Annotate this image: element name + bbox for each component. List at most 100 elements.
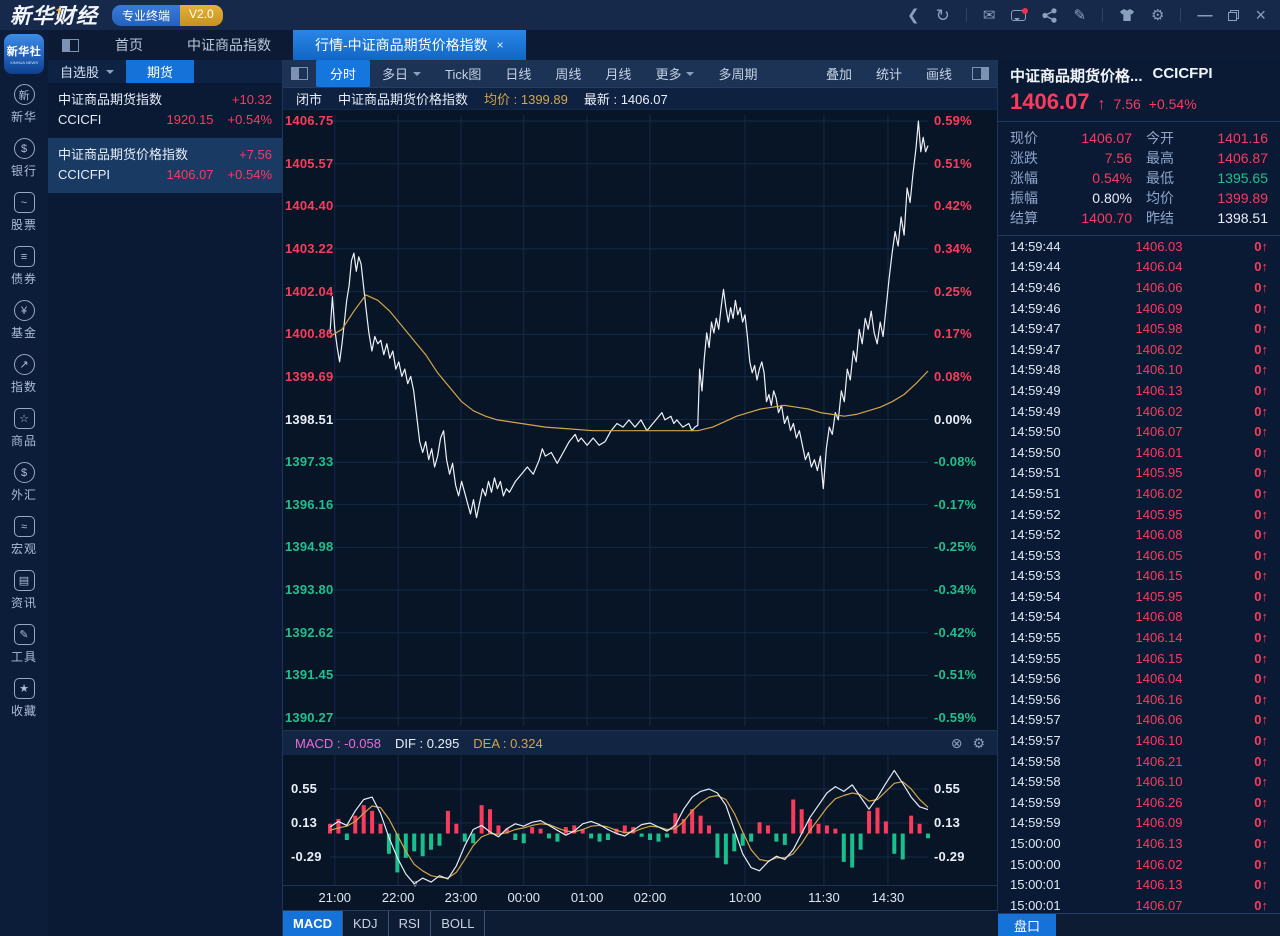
macd-pane[interactable]: 0.55 0.55 0.13 0.13 -0.29 -0.29: [283, 755, 998, 885]
sidebar-item-银行[interactable]: $ 银行: [0, 138, 48, 179]
sidebar-item-资讯[interactable]: ▤ 资讯: [0, 570, 48, 611]
watchlist-group-dropdown[interactable]: 自选股: [48, 60, 126, 83]
collapse-left-panel-icon[interactable]: [283, 67, 316, 80]
tick-row: 14:59:46 1406.06 0↑: [998, 277, 1280, 298]
collapse-right-panel-icon[interactable]: [964, 67, 997, 80]
session-break-marker: ▽: [411, 879, 418, 888]
sidebar-item-债券[interactable]: ≡ 债券: [0, 246, 48, 287]
indicator-settings-icon[interactable]: ⚙: [972, 734, 985, 751]
change-pct: +0.54%: [227, 167, 272, 182]
theme-skin-icon[interactable]: [1119, 8, 1135, 22]
sidebar-item-商品[interactable]: ☆ 商品: [0, 408, 48, 449]
sidebar-item-宏观[interactable]: ≈ 宏观: [0, 516, 48, 557]
document-tab-bar: 首页 中证商品指数 行情-中证商品期货价格指数 ×: [48, 30, 1280, 60]
close-icon[interactable]: ×: [1255, 5, 1266, 25]
tick-price: 1405.95: [1135, 465, 1183, 481]
dea-value: DEA : 0.324: [473, 735, 543, 751]
version-badge: V2.0: [180, 4, 223, 26]
sidebar-item-基金[interactable]: ¥ 基金: [0, 300, 48, 341]
quote-change-pct: +0.54%: [1148, 96, 1197, 112]
depth-button[interactable]: 盘口: [998, 914, 1056, 936]
sidebar-item-工具[interactable]: ✎ 工具: [0, 624, 48, 665]
chat-icon[interactable]: [1011, 7, 1029, 21]
tick-row: 14:59:55 1406.15 0↑: [998, 648, 1280, 669]
tab-中证商品指数[interactable]: 中证商品指数: [165, 30, 293, 60]
chevron-down-icon: [686, 71, 695, 80]
sidebar-item-股票[interactable]: ~ 股票: [0, 192, 48, 233]
time-sales-list[interactable]: 14:59:44 1406.03 0↑ 14:59:44 1406.04 0↑ 14:59:…: [998, 236, 1280, 916]
sidebar-items: 新新华 $ 银行 ~ 股票 ≡ 债券 ¥ 基金 ↗ 指数 ☆ 商品 $ 外汇 ≈ 宏观 ▤ 资讯 ✎ 工具 ★ 收藏: [0, 84, 48, 719]
tick-row: 14:59:55 1406.14 0↑: [998, 627, 1280, 648]
sidebar-item-新华[interactable]: 新新华: [0, 84, 48, 125]
period-tab-周线[interactable]: 周线: [555, 67, 582, 82]
tick-price: 1406.15: [1135, 568, 1183, 584]
period-tab-多日[interactable]: 多日: [370, 60, 433, 87]
title-bar: 新华财经 ⚡ 专业终端 V2.0 ❮ ↻ ✉ ✎ ⚙ — ×: [0, 0, 1280, 30]
tick-volume: 0↑: [1254, 588, 1268, 604]
toolbar-action-画线[interactable]: 画线: [925, 67, 952, 82]
period-tab-更多[interactable]: 更多: [643, 60, 706, 87]
sidebar-item-外汇[interactable]: $ 外汇: [0, 462, 48, 503]
refresh-icon[interactable]: ↻: [935, 5, 950, 25]
toolbar-action-叠加[interactable]: 叠加: [825, 67, 852, 82]
toolbar-actions: 叠加 统计 画线: [814, 60, 997, 87]
close-indicator-icon[interactable]: ⊗: [950, 734, 963, 751]
商品-icon: ☆: [13, 408, 35, 429]
instrument-name: 中证商品期货价格指数: [58, 147, 189, 162]
close-tab-icon[interactable]: ×: [496, 38, 504, 52]
tick-price: 1406.16: [1135, 691, 1183, 707]
tick-row: 14:59:52 1406.08 0↑: [998, 524, 1280, 545]
tick-volume: 0↑: [1254, 897, 1268, 913]
intraday-chart[interactable]: 1406.75 0.59% 1405.57 0.51% 1404.40 0.42% 1403…: [283, 110, 998, 730]
watchlist-header: 自选股 期货: [48, 60, 282, 83]
indicator-tab-RSI[interactable]: RSI: [389, 911, 432, 936]
tick-volume: 0↑: [1254, 836, 1268, 852]
y-axis-price-label: 1400.86: [285, 326, 334, 342]
watchlist-item-CCICFPI[interactable]: 中证商品期货价格指数 +7.56 CCICFPI 1406.07 +0.54%: [48, 138, 282, 193]
share-icon[interactable]: [1042, 7, 1058, 23]
period-tab-月线[interactable]: 月线: [605, 67, 632, 82]
period-tab-Tick图[interactable]: Tick图: [445, 67, 482, 82]
toolbar-action-统计[interactable]: 统计: [875, 67, 902, 82]
app-logo: 新华财经: [10, 4, 98, 28]
indicator-tab-MACD[interactable]: MACD: [283, 911, 343, 936]
tab-首页[interactable]: 首页: [93, 30, 165, 60]
watchlist-item-CCICFI[interactable]: 中证商品期货指数 +10.32 CCICFI 1920.15 +0.54%: [48, 83, 282, 138]
tick-time: 15:00:01: [1010, 877, 1061, 893]
quote-header: 中证商品期货价格... CCICFPI 1406.07 ↑ 7.56 +0.54…: [998, 60, 1280, 122]
indicator-tab-BOLL[interactable]: BOLL: [431, 911, 486, 936]
stat-value-最高: 1406.87: [1217, 150, 1268, 166]
period-tab-多周期[interactable]: 多周期: [718, 67, 758, 82]
settings-gear-icon[interactable]: ⚙: [1151, 6, 1165, 24]
quote-bottom-bar: 盘口: [998, 913, 1280, 936]
macd-svg: [328, 755, 930, 885]
tick-time: 15:00:00: [1010, 856, 1061, 872]
tick-volume: 0↑: [1254, 403, 1268, 419]
left-sidebar: 新华社 XINHUA NEWS 新新华 $ 银行 ~ 股票 ≡ 债券 ¥ 基金 ↗ 指数 ☆ 商品 $ 外汇…: [0, 30, 48, 936]
stat-label-结算: 结算: [1010, 210, 1038, 226]
tab-行情-中证商品期货价格指数[interactable]: 行情-中证商品期货价格指数 ×: [293, 30, 526, 60]
sidebar-item-label: 银行: [10, 164, 37, 178]
xinhua-logo: 新华社 XINHUA NEWS: [4, 34, 44, 74]
indicator-tab-KDJ[interactable]: KDJ: [343, 911, 389, 936]
period-tab-分时[interactable]: 分时: [316, 60, 371, 87]
tick-volume: 0↑: [1254, 753, 1268, 769]
tick-volume: 0↑: [1254, 259, 1268, 275]
avg-price: 均价 : 1399.89: [484, 92, 568, 107]
panel-toggle-icon[interactable]: [48, 30, 93, 60]
futures-tab[interactable]: 期货: [126, 60, 195, 83]
sidebar-item-指数[interactable]: ↗ 指数: [0, 354, 48, 395]
minimize-icon[interactable]: —: [1197, 6, 1213, 24]
tick-volume: 0↑: [1254, 774, 1268, 790]
tick-time: 14:59:46: [1010, 300, 1061, 316]
新华-icon: 新: [13, 84, 35, 105]
tick-volume: 0↑: [1254, 568, 1268, 584]
back-icon[interactable]: ❮: [907, 6, 920, 24]
mail-icon[interactable]: ✉: [982, 6, 996, 24]
restore-icon[interactable]: [1228, 9, 1240, 21]
period-tab-日线[interactable]: 日线: [505, 67, 532, 82]
tick-price: 1406.13: [1135, 877, 1183, 893]
sidebar-item-收藏[interactable]: ★ 收藏: [0, 678, 48, 719]
tick-price: 1406.13: [1135, 382, 1183, 398]
notes-icon[interactable]: ✎: [1073, 6, 1087, 24]
